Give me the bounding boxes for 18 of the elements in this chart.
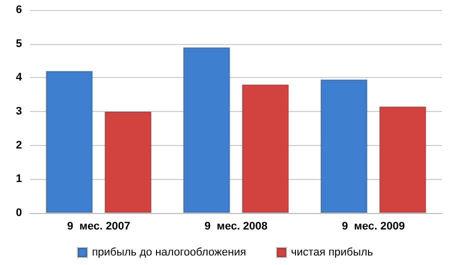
y-tick-label: 5 — [16, 38, 22, 50]
bar — [242, 84, 289, 213]
x-tick-label: 9 мес. 2007 — [67, 220, 130, 232]
x-tick-label: 9 мес. 2008 — [204, 220, 268, 232]
bar — [104, 112, 152, 213]
bar — [379, 106, 426, 213]
bar — [320, 79, 368, 213]
legend-label: прибыль до налогообложения — [92, 246, 246, 258]
bar — [183, 47, 230, 213]
y-tick-label: 3 — [16, 106, 22, 118]
y-tick-label: 0 — [16, 207, 22, 219]
y-tick-label: 2 — [16, 139, 22, 152]
y-tick-label: 6 — [16, 4, 22, 16]
bar — [46, 70, 93, 213]
y-tick-label: 4 — [16, 72, 23, 84]
x-tick-label: 9 мес. 2009 — [342, 220, 405, 232]
legend-label: чистая прибыль — [291, 246, 374, 258]
y-tick-label: 1 — [16, 173, 22, 186]
